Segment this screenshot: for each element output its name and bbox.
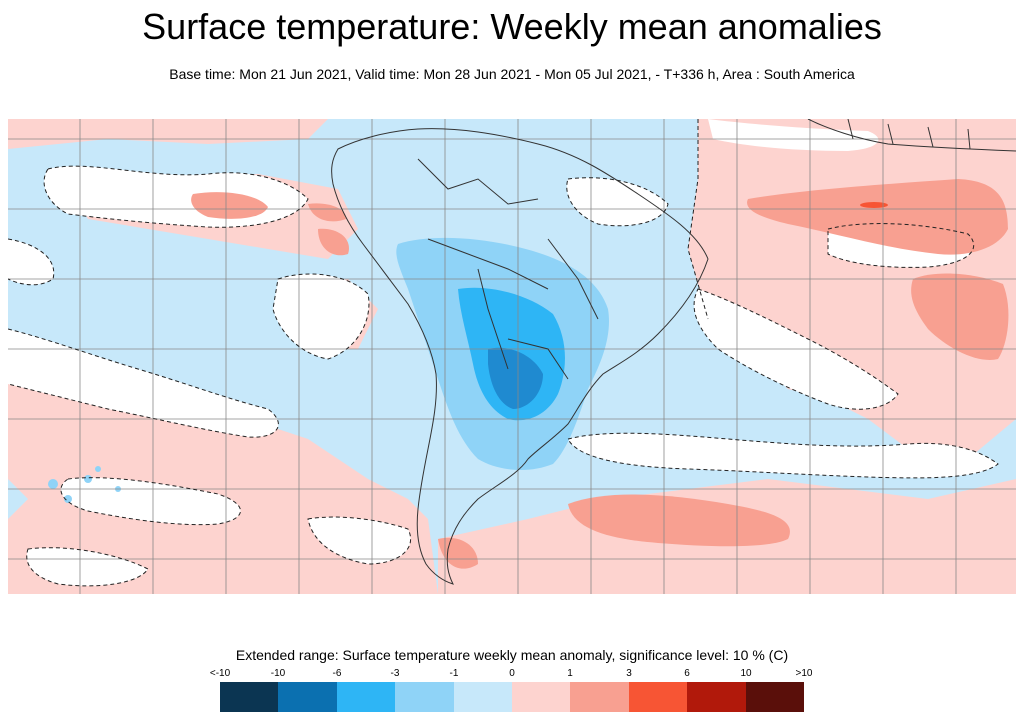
moderate-warm-patches: [191, 179, 1009, 569]
legend-tick: 10: [740, 668, 752, 679]
legend-title: Extended range: Surface temperature week…: [235, 647, 789, 663]
legend-swatch-7: [628, 682, 688, 712]
legend-tick: >10: [795, 668, 813, 679]
page-title: Surface temperature: Weekly mean anomali…: [142, 6, 882, 47]
land-outline: [331, 119, 1016, 585]
legend-tick: <-10: [209, 668, 231, 679]
page-subtitle: Base time: Mon 21 Jun 2021, Valid time: …: [169, 66, 855, 82]
legend-tick: -10: [270, 668, 286, 679]
legend-swatch-1: [278, 682, 337, 712]
map-graticule: [8, 119, 1016, 594]
legend-tick: 3: [626, 668, 632, 679]
legend-swatch-8: [687, 682, 746, 712]
legend-swatch-0: [220, 682, 279, 712]
legend-swatch-3: [395, 682, 454, 712]
map-canvas: [8, 119, 1016, 594]
legend-ticks: <-10 -10 -6 -3 -1 0 1 3 6 10 >10: [0, 668, 1024, 682]
scattered-cold-blobs: [48, 466, 121, 503]
legend-colorbar: [220, 682, 805, 712]
legend-swatch-9: [745, 682, 805, 712]
legend-tick: 6: [684, 668, 690, 679]
legend-swatch-2: [336, 682, 396, 712]
legend-tick: -3: [390, 668, 400, 679]
legend-tick: -1: [449, 668, 459, 679]
anomaly-map[interactable]: [8, 119, 1016, 594]
legend-tick: 0: [509, 668, 515, 679]
legend-tick: 1: [567, 668, 573, 679]
legend-swatch-5: [512, 682, 571, 712]
legend-swatch-6: [570, 682, 629, 712]
significance-contours: [8, 119, 999, 587]
strong-warm-spot: [860, 202, 888, 208]
legend-swatch-4: [453, 682, 513, 712]
legend-tick: -6: [332, 668, 342, 679]
